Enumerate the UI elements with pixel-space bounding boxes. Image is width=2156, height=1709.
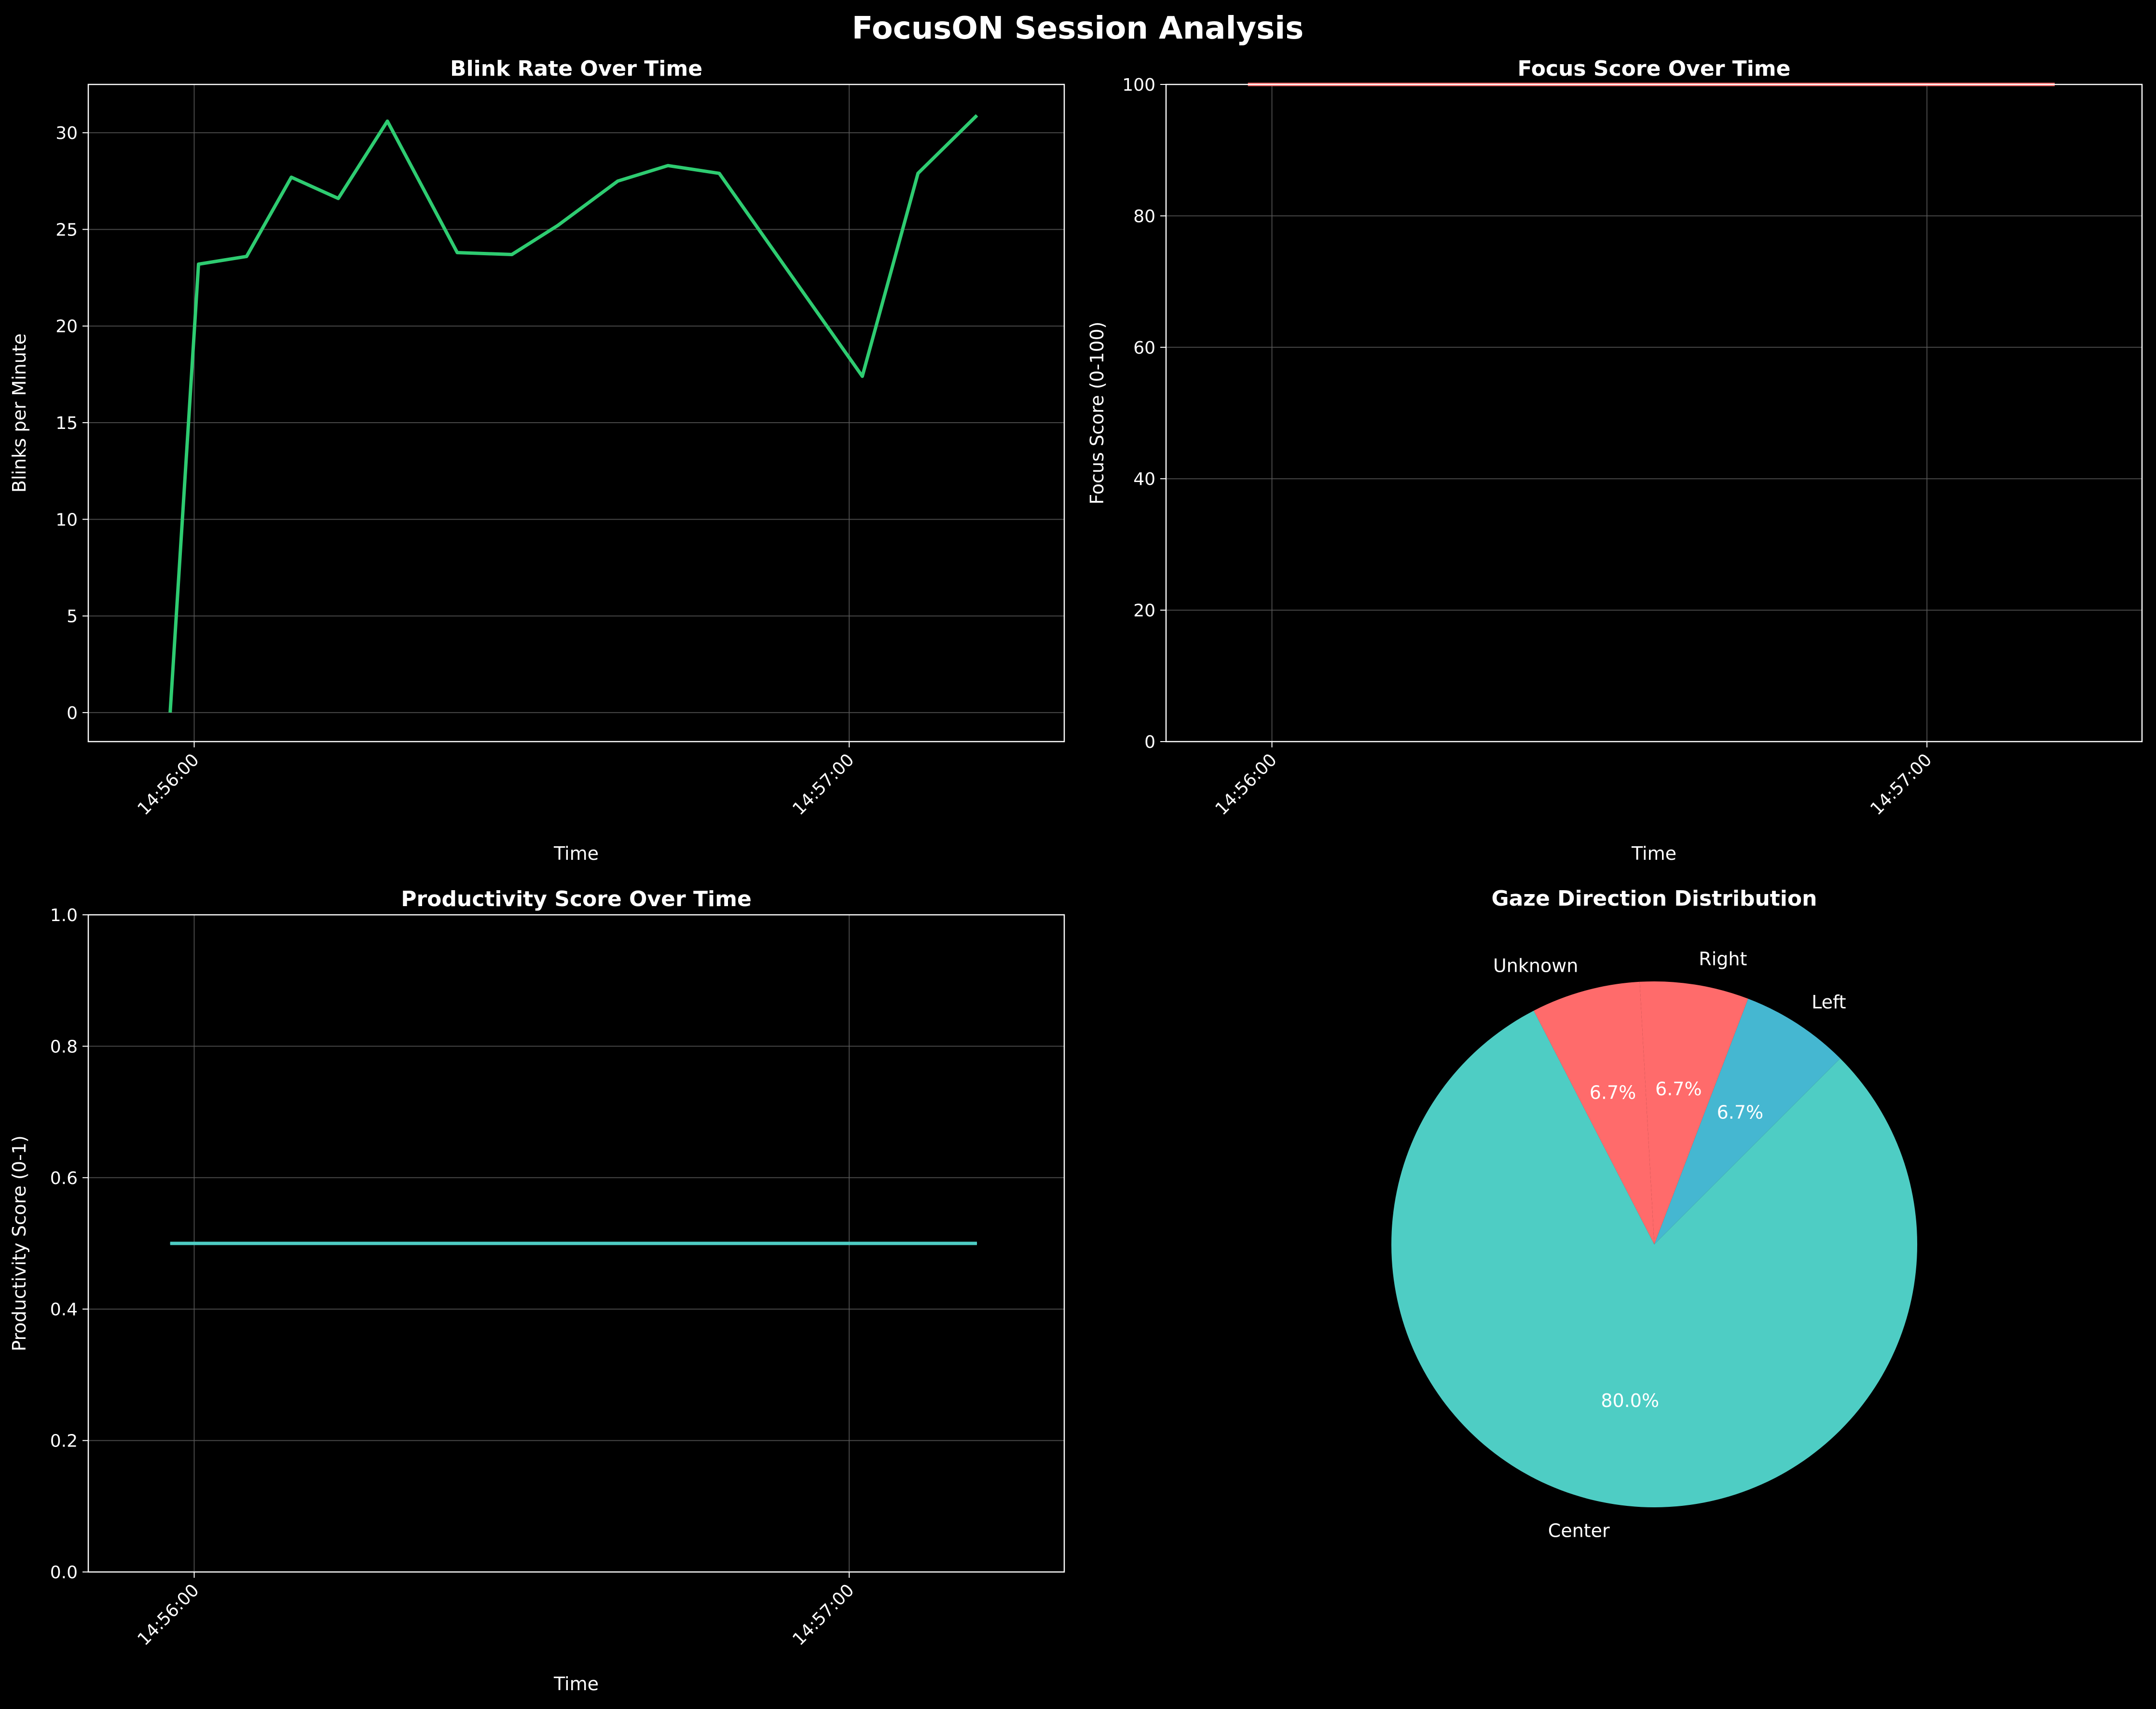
blink-data-point: [338, 198, 339, 199]
gaze-chart-title: Gaze Direction Distribution: [1492, 886, 1817, 911]
blink-y-tick-label: 5: [67, 607, 78, 627]
productivity-axes-frame: [87, 914, 1065, 1573]
blink-y-tick-label: 0: [67, 703, 78, 723]
focus-y-tick-label: 0: [1144, 732, 1155, 752]
focus-chart-title: Focus Score Over Time: [1517, 56, 1790, 81]
productivity-y-tick-label: 1.0: [50, 906, 78, 925]
productivity-y-tick-label: 0.4: [50, 1300, 78, 1320]
blink-data-point: [387, 121, 388, 122]
blink-y-tick-label: 20: [55, 317, 78, 337]
productivity-score-chart: Productivity Score Over Time 0.0 0.2 0.4 0.6…: [9, 887, 1065, 1695]
blink-y-tick-label: 30: [55, 124, 78, 143]
pie-slice-left: [1654, 998, 1840, 1244]
productivity-y-tick-label: 0.8: [50, 1037, 78, 1057]
pie-label-left: Left: [1812, 992, 1846, 1013]
blink-y-axis-label: Blinks per Minute: [9, 333, 30, 493]
blink-y-tick-label: 10: [55, 510, 78, 530]
pie-label-unknown: Unknown: [1493, 955, 1578, 977]
focus-y-tick-label: 80: [1133, 207, 1155, 226]
pie-slice-center: [1391, 1010, 1918, 1508]
pie-pct-label-unknown: 6.7%: [1590, 1082, 1636, 1103]
blink-y-tick-label: 15: [55, 413, 78, 433]
blink-chart-title: Blink Rate Over Time: [450, 56, 702, 81]
productivity-y-tick-label: 0.6: [50, 1169, 78, 1188]
productivity-y-tick-label: 0.0: [50, 1563, 78, 1583]
pie-label-right: Right: [1699, 949, 1747, 970]
focus-x-axis-label: Time: [1631, 843, 1676, 864]
productivity-data-point: [976, 1243, 977, 1244]
pie-pct-label-center: 80.0%: [1601, 1390, 1659, 1411]
pie-pct-label-left: 6.7%: [1717, 1102, 1764, 1123]
pie-pct-label-right: 6.7%: [1655, 1078, 1702, 1100]
gaze-direction-pie-chart: Gaze Direction Distribution Left 6.7% Right…: [1391, 886, 1918, 1541]
blink-data-point: [976, 115, 977, 116]
focus-y-tick-label: 100: [1122, 75, 1155, 95]
focus-y-axis-label: Focus Score (0-100): [1086, 321, 1108, 504]
blink-data-point: [511, 254, 512, 255]
pie-slice-right: [1639, 981, 1748, 1244]
focus-y-tick-label: 60: [1133, 338, 1155, 358]
blink-x-axis-label: Time: [553, 843, 599, 864]
productivity-x-axis-label: Time: [553, 1673, 599, 1695]
figure-title: FocusON Session Analysis: [852, 11, 1304, 46]
pie-slice-unknown: [1534, 981, 1654, 1244]
blink-axes-frame: [87, 83, 1065, 743]
blink-y-tick-label: 25: [55, 220, 78, 240]
pie-label-center: Center: [1548, 1520, 1610, 1541]
focus-y-tick-label: 40: [1133, 469, 1155, 489]
productivity-y-axis-label: Productivity Score (0-1): [9, 1135, 30, 1351]
productivity-y-tick-label: 0.2: [50, 1432, 78, 1451]
productivity-chart-title: Productivity Score Over Time: [401, 887, 752, 911]
focus-axes-frame: [1165, 83, 2143, 743]
focus-y-tick-label: 20: [1133, 601, 1155, 621]
